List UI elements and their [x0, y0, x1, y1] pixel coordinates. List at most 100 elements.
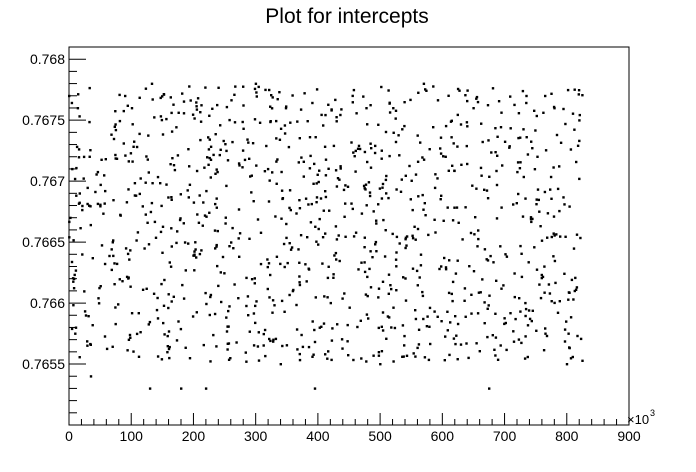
data-point	[165, 183, 168, 186]
data-point	[416, 346, 419, 350]
data-point	[315, 196, 319, 199]
data-point	[112, 239, 115, 242]
data-point	[271, 311, 274, 314]
data-point	[281, 344, 284, 348]
data-point	[422, 158, 426, 161]
data-point	[384, 130, 388, 134]
data-point	[575, 286, 579, 289]
data-point	[99, 203, 102, 206]
data-point	[522, 175, 525, 179]
data-point	[268, 179, 271, 182]
data-point	[214, 172, 217, 175]
data-point	[485, 189, 489, 192]
data-point	[103, 335, 107, 338]
data-point	[512, 203, 515, 206]
data-point	[382, 218, 385, 222]
data-point	[252, 200, 255, 203]
data-point	[374, 243, 377, 246]
data-point	[375, 222, 378, 225]
data-point	[97, 297, 100, 300]
data-point	[488, 387, 491, 390]
data-point	[276, 158, 279, 161]
data-point	[496, 358, 500, 361]
data-point	[201, 224, 204, 227]
data-point	[159, 230, 163, 234]
data-point	[459, 123, 463, 126]
data-point	[154, 236, 158, 239]
data-point	[172, 103, 175, 106]
data-point	[419, 253, 423, 256]
data-point	[176, 154, 180, 157]
data-point	[505, 255, 509, 258]
data-point	[356, 147, 360, 150]
data-point	[72, 304, 75, 307]
data-point	[429, 342, 432, 346]
data-point	[388, 154, 391, 158]
data-point	[335, 120, 338, 123]
data-point	[509, 95, 512, 98]
data-point	[225, 330, 229, 333]
data-point	[269, 105, 272, 108]
data-point	[526, 355, 529, 359]
data-point	[184, 269, 187, 272]
data-point	[341, 297, 344, 300]
data-point	[558, 209, 561, 213]
data-point	[318, 169, 321, 172]
data-point	[169, 163, 172, 166]
data-point	[286, 261, 289, 265]
x-axis: 0 100 200 300 400 500 600 700 800 900	[65, 413, 641, 444]
data-point	[81, 208, 84, 212]
data-point	[490, 151, 493, 154]
data-point	[574, 288, 578, 291]
data-point	[459, 343, 463, 346]
data-point	[86, 340, 89, 343]
data-point	[255, 95, 258, 98]
data-point	[247, 141, 250, 144]
data-point	[284, 107, 288, 110]
data-point	[501, 164, 504, 167]
data-point	[86, 186, 89, 190]
data-point	[448, 353, 451, 357]
data-point	[503, 140, 507, 143]
data-point	[110, 133, 113, 136]
data-point	[504, 253, 507, 256]
data-point	[255, 300, 258, 303]
data-point	[225, 105, 229, 109]
data-point	[372, 210, 375, 213]
data-point	[243, 158, 247, 162]
data-point	[269, 120, 272, 123]
data-point	[79, 227, 82, 230]
data-point	[266, 167, 270, 171]
data-point	[360, 357, 363, 360]
data-point	[163, 333, 166, 336]
data-point	[333, 254, 336, 257]
data-point	[519, 136, 522, 139]
data-point	[400, 178, 403, 181]
data-point	[320, 325, 323, 328]
data-point	[384, 229, 387, 232]
data-point	[272, 340, 275, 343]
data-point	[569, 316, 573, 319]
data-point	[380, 350, 384, 353]
data-point	[74, 269, 78, 272]
data-point	[351, 94, 354, 98]
data-point	[521, 215, 525, 218]
data-point	[353, 155, 356, 158]
data-point	[450, 136, 453, 139]
data-point	[508, 145, 511, 148]
data-point	[170, 227, 173, 230]
data-point	[380, 197, 384, 200]
data-point	[404, 277, 407, 280]
data-point	[327, 350, 330, 353]
data-point	[271, 96, 274, 99]
data-point	[202, 201, 205, 204]
data-point	[280, 170, 283, 174]
data-point	[237, 237, 240, 240]
data-point	[204, 291, 207, 295]
data-point	[463, 299, 466, 302]
data-point	[468, 265, 471, 268]
data-point	[162, 304, 166, 307]
data-point	[344, 184, 347, 187]
data-point	[540, 273, 543, 277]
data-point	[114, 153, 117, 157]
